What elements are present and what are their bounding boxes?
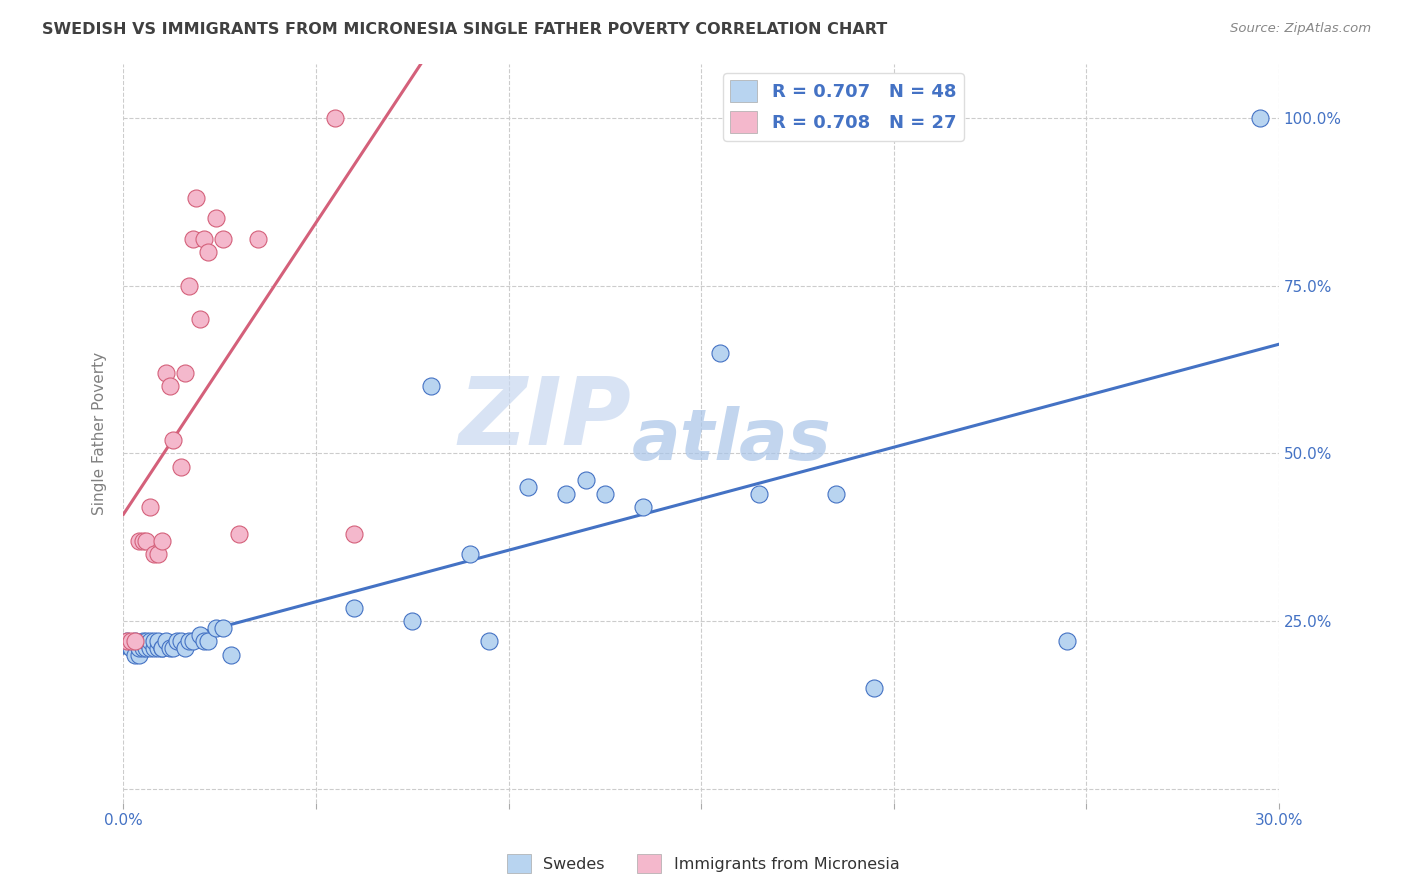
Point [574, 473, 596, 487]
Point [146, 641, 169, 656]
Point [155, 366, 177, 380]
Point [1249, 111, 1271, 125]
Point [863, 681, 886, 696]
Point [188, 628, 211, 642]
Point [162, 433, 184, 447]
Point [135, 533, 157, 548]
Point [139, 500, 162, 515]
Point [159, 641, 181, 656]
Point [120, 641, 142, 656]
Point [128, 648, 150, 662]
Point [135, 634, 157, 648]
Point [193, 231, 215, 245]
Point [146, 634, 169, 648]
Point [478, 634, 501, 648]
Text: ZIP: ZIP [458, 373, 631, 465]
Point [420, 379, 443, 393]
Point [131, 641, 153, 656]
Point [124, 634, 146, 648]
Point [150, 641, 173, 656]
Point [555, 486, 578, 500]
Legend: Swedes, Immigrants from Micronesia: Swedes, Immigrants from Micronesia [501, 847, 905, 880]
Point [633, 500, 655, 515]
Text: atlas: atlas [631, 406, 831, 475]
Point [174, 641, 197, 656]
Point [343, 600, 366, 615]
Point [401, 614, 423, 628]
Point [228, 527, 250, 541]
Point [128, 533, 150, 548]
Point [186, 191, 208, 205]
Point [162, 641, 184, 656]
Point [177, 634, 200, 648]
Point [212, 621, 235, 635]
Point [188, 312, 211, 326]
Point [143, 547, 166, 561]
Point [159, 379, 181, 393]
Point [219, 648, 242, 662]
Point [150, 533, 173, 548]
Point [170, 459, 193, 474]
Point [748, 486, 770, 500]
Point [177, 278, 200, 293]
Point [204, 211, 226, 226]
Point [323, 111, 346, 125]
Point [247, 231, 270, 245]
Point [143, 634, 166, 648]
Point [124, 634, 146, 648]
Point [197, 634, 219, 648]
Point [146, 547, 169, 561]
Point [516, 480, 538, 494]
Point [139, 641, 162, 656]
Point [181, 231, 204, 245]
Point [174, 366, 197, 380]
Point [343, 527, 366, 541]
Text: Source: ZipAtlas.com: Source: ZipAtlas.com [1230, 22, 1371, 36]
Point [166, 634, 188, 648]
Y-axis label: Single Father Poverty: Single Father Poverty [93, 351, 107, 515]
Point [124, 648, 146, 662]
Point [1056, 634, 1078, 648]
Point [115, 634, 138, 648]
Point [131, 533, 153, 548]
Point [204, 621, 226, 635]
Point [709, 345, 731, 359]
Point [193, 634, 215, 648]
Point [155, 634, 177, 648]
Point [170, 634, 193, 648]
Point [150, 641, 173, 656]
Point [128, 641, 150, 656]
Point [131, 634, 153, 648]
Point [115, 634, 138, 648]
Point [458, 547, 481, 561]
Point [197, 245, 219, 260]
Point [181, 634, 204, 648]
Point [135, 641, 157, 656]
Point [593, 486, 616, 500]
Point [143, 641, 166, 656]
Point [120, 634, 142, 648]
Legend: R = 0.707   N = 48, R = 0.708   N = 27: R = 0.707 N = 48, R = 0.708 N = 27 [723, 73, 963, 141]
Text: SWEDISH VS IMMIGRANTS FROM MICRONESIA SINGLE FATHER POVERTY CORRELATION CHART: SWEDISH VS IMMIGRANTS FROM MICRONESIA SI… [42, 22, 887, 37]
Point [212, 231, 235, 245]
Point [139, 634, 162, 648]
Point [825, 486, 848, 500]
